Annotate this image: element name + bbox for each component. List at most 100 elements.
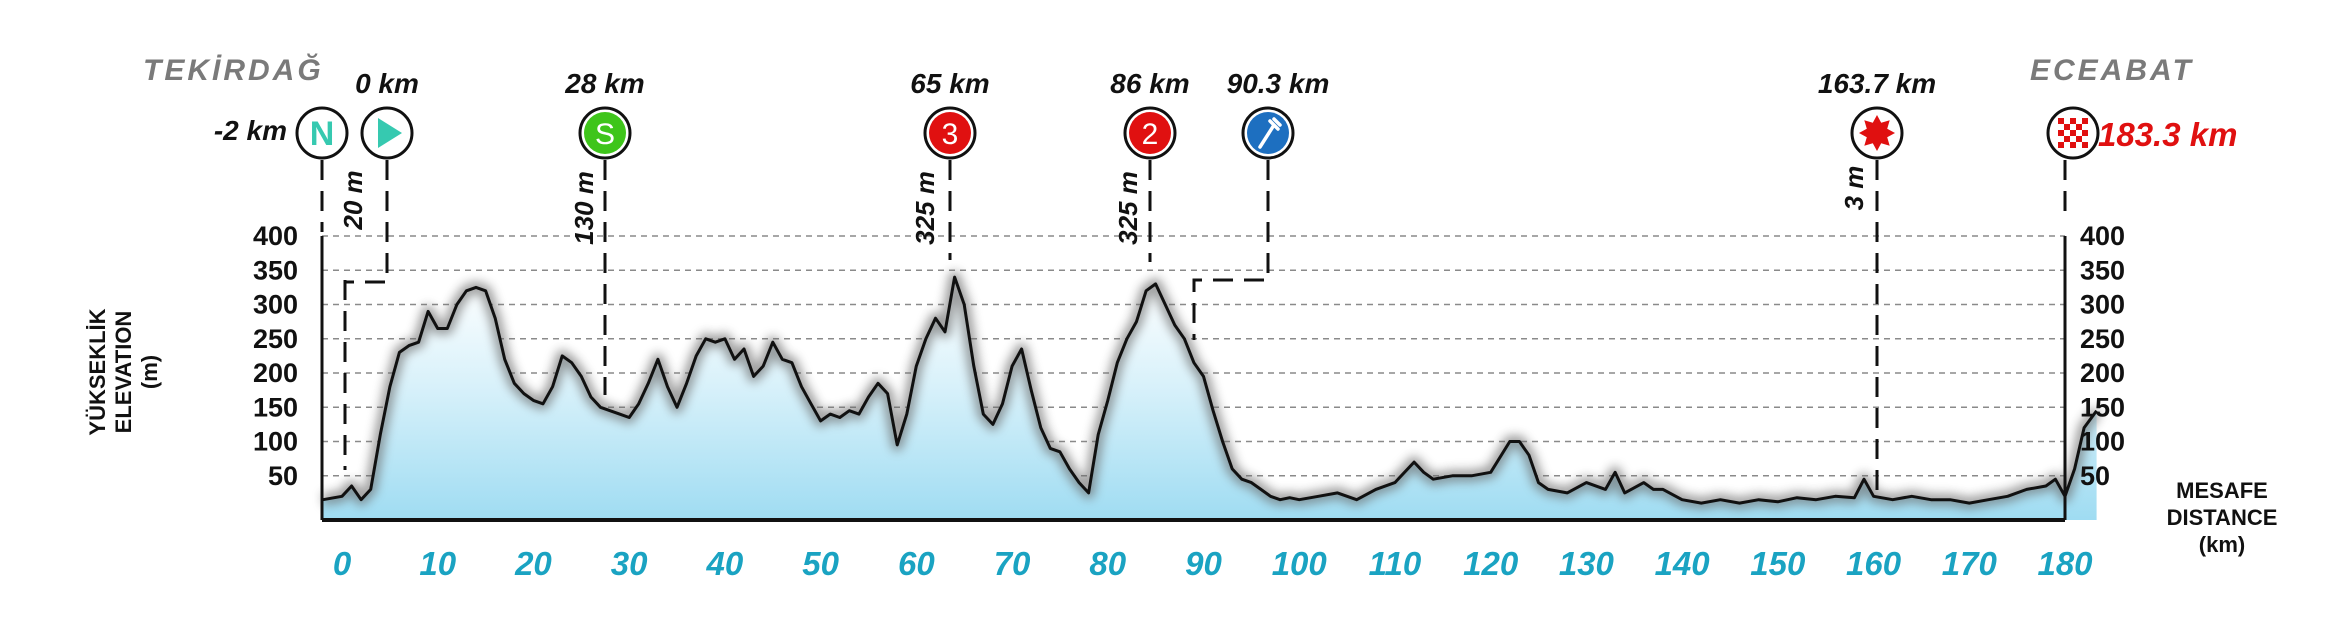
- checker-cell: [2064, 136, 2070, 142]
- icon-letter: 2: [1142, 118, 1159, 151]
- total-distance-label: 183.3 km: [2098, 116, 2237, 153]
- y-tick-left-350: 350: [253, 255, 298, 285]
- elevation-fill: [322, 277, 2097, 520]
- y-tick-right-100: 100: [2080, 427, 2125, 457]
- altitude-label-final-km: 3 m: [1839, 166, 1869, 211]
- icon-disc: [1129, 112, 1171, 154]
- checker-cell: [2082, 142, 2088, 148]
- x-axis-title-line-1: MESAFE: [2176, 478, 2268, 503]
- route-markers: N -2 km 0 km 20 m S 28 km 130 m 3 65 km 325 m 2 86 …: [214, 68, 2100, 245]
- official-start-icon: [360, 106, 414, 160]
- checker-cell: [2070, 136, 2076, 142]
- y-tick-left-250: 250: [253, 324, 298, 354]
- y-tick-right-300: 300: [2080, 290, 2125, 320]
- altitude-label-official-start: 20 m: [338, 170, 368, 230]
- x-tick-70: 70: [994, 545, 1031, 582]
- x-tick-180: 180: [2037, 545, 2093, 582]
- checker-cell: [2076, 124, 2082, 130]
- checker-cell: [2076, 118, 2082, 124]
- checker-cell: [2064, 124, 2070, 130]
- km-label-kom-2: 86 km: [1110, 68, 1189, 99]
- x-tick-0: 0: [333, 545, 352, 582]
- finish-icon: [2046, 106, 2100, 160]
- checker-cell: [2058, 136, 2064, 142]
- checker-cell: [2076, 136, 2082, 142]
- y-axis-title-line-2: ELEVATION: [111, 311, 136, 434]
- elevation-area: [320, 236, 2102, 522]
- icon-letter: S: [595, 118, 615, 151]
- y-axis-title-line-3: (m): [137, 355, 162, 389]
- start-city-label: TEKİRDAĞ: [143, 53, 324, 87]
- x-tick-110: 110: [1369, 545, 1422, 582]
- checker-cell: [2076, 130, 2082, 136]
- km-label-feed-zone: 90.3 km: [1227, 68, 1330, 99]
- checker-cell: [2058, 124, 2064, 130]
- y-tick-right-50: 50: [2080, 461, 2110, 491]
- x-tick-150: 150: [1750, 545, 1806, 582]
- checker-cell: [2082, 130, 2088, 136]
- y-axis-title: YÜKSEKLİK ELEVATION (m): [85, 308, 162, 435]
- fork-glyph: [1258, 117, 1282, 149]
- checker-cell: [2070, 124, 2076, 130]
- kom-3-icon: 3: [923, 106, 977, 160]
- y-axis-title-line-1: YÜKSEKLİK: [85, 308, 110, 435]
- checker-cell: [2082, 136, 2088, 142]
- burst-glyph: [1859, 115, 1895, 151]
- km-label-final-km: 163.7 km: [1818, 68, 1936, 99]
- altitude-label-sprint: 130 m: [569, 171, 599, 245]
- y-axis-ticks: 50 50 100 100 150 150 200 200 250 250 300 300 350 350…: [253, 221, 2125, 491]
- leader-neutral-start: [320, 160, 347, 470]
- y-tick-left-300: 300: [253, 290, 298, 320]
- final-km-icon: [1850, 106, 1904, 160]
- y-tick-left-400: 400: [253, 221, 298, 251]
- x-tick-30: 30: [611, 545, 648, 582]
- checker-cell: [2070, 142, 2076, 148]
- y-tick-right-350: 350: [2080, 255, 2125, 285]
- km-label-neutral-start: -2 km: [214, 115, 287, 146]
- km-label-official-start: 0 km: [355, 68, 419, 99]
- checker-cell: [2076, 142, 2082, 148]
- x-axis-title-line-2: DISTANCE: [2167, 505, 2278, 530]
- x-tick-60: 60: [898, 545, 935, 582]
- x-axis-ticks: 0 10 20 30 40 50 60 70 80 90 100 110 120 130 140 150 160…: [333, 545, 2093, 582]
- checker-cell: [2064, 130, 2070, 136]
- x-tick-10: 10: [419, 545, 456, 582]
- leader-official-start: [345, 160, 389, 284]
- checker-cell: [2082, 118, 2088, 124]
- x-tick-170: 170: [1942, 545, 1998, 582]
- x-tick-120: 120: [1463, 545, 1519, 582]
- altitude-label-kom-2: 325 m: [1113, 171, 1143, 245]
- km-label-kom-3: 65 km: [910, 68, 989, 99]
- finish-city-label: ECEABAT: [2030, 54, 2194, 87]
- feed-zone-icon: [1241, 106, 1295, 160]
- x-tick-140: 140: [1655, 545, 1711, 582]
- altitude-label-kom-3: 325 m: [910, 171, 940, 245]
- checker-cell: [2058, 142, 2064, 148]
- leader-feed-zone: [1192, 160, 1270, 340]
- x-tick-50: 50: [802, 545, 839, 582]
- checker-cell: [2082, 124, 2088, 130]
- kom-2-icon: 2: [1123, 106, 1177, 160]
- icon-letter: N: [310, 115, 335, 153]
- y-tick-left-100: 100: [253, 427, 298, 457]
- checker-cell: [2058, 118, 2064, 124]
- x-tick-90: 90: [1185, 545, 1222, 582]
- x-tick-80: 80: [1089, 545, 1126, 582]
- play-triangle: [378, 118, 402, 148]
- y-tick-right-400: 400: [2080, 221, 2125, 251]
- x-tick-20: 20: [514, 545, 552, 582]
- y-tick-left-50: 50: [268, 461, 298, 491]
- x-tick-160: 160: [1846, 545, 1902, 582]
- marker-leader-lines: [320, 160, 2067, 500]
- elevation-line: [322, 275, 2098, 505]
- y-tick-left-200: 200: [253, 358, 298, 388]
- icon-ring: [295, 106, 349, 160]
- sprint-icon: S: [578, 106, 632, 160]
- km-label-sprint: 28 km: [564, 68, 644, 99]
- y-tick-right-200: 200: [2080, 358, 2125, 388]
- y-tick-right-250: 250: [2080, 324, 2125, 354]
- y-tick-left-150: 150: [253, 392, 298, 422]
- checker-cell: [2058, 130, 2064, 136]
- icon-disc: [584, 112, 626, 154]
